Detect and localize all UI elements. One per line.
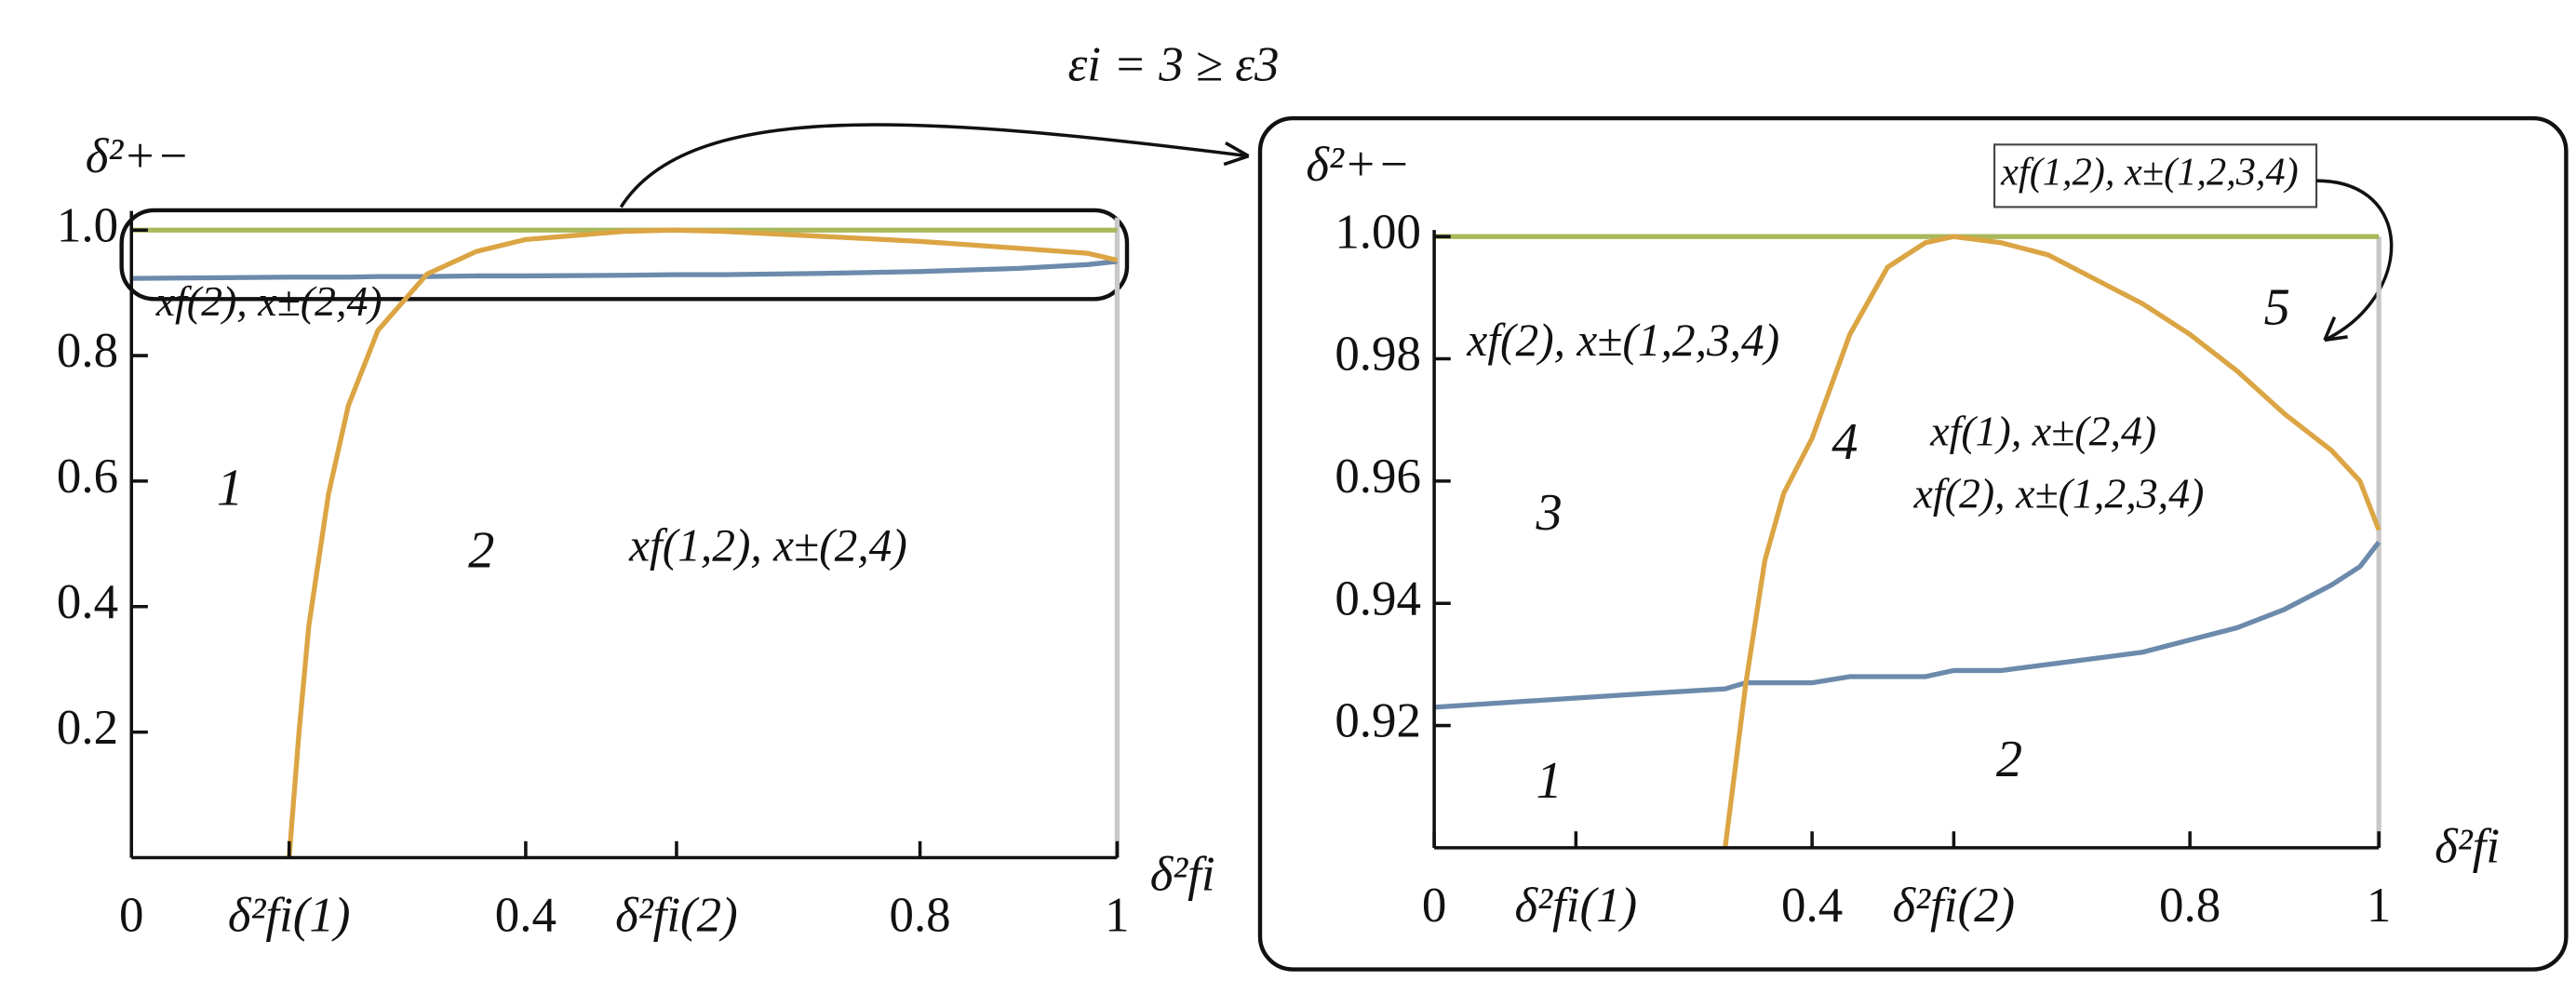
y-axis-label: δ²+− — [1306, 138, 1410, 192]
x-tick-label: 0.8 — [2159, 879, 2220, 933]
region-arrow — [2316, 179, 2394, 342]
y-tick-label: 0.92 — [1335, 694, 1421, 748]
x-tick-label: δ²fi(2) — [615, 889, 738, 943]
caption: εi = 3 ≥ ε3 — [1067, 37, 1279, 91]
x-tick-label: δ²fi(2) — [1893, 879, 2016, 933]
curve — [1433, 540, 2381, 710]
annotation: xf(2), x±(1,2,3,4) — [1913, 469, 2205, 517]
y-tick-label: 0.2 — [57, 701, 118, 755]
x-tick-label: 0 — [119, 889, 143, 943]
annotation: 1 — [217, 460, 243, 517]
x-tick-label: δ²fi(1) — [228, 889, 351, 943]
label-box — [1993, 143, 2318, 208]
zoom-arrow — [619, 123, 1249, 208]
arrow-head — [2323, 316, 2348, 343]
x-axis-label: δ²fi — [1150, 848, 1215, 902]
x-tick-label: 1 — [1105, 889, 1129, 943]
annotation: xf(2), x±(1,2,3,4) — [1466, 315, 1779, 366]
y-tick-label: 1.0 — [57, 198, 118, 252]
y-tick-label: 1.00 — [1335, 205, 1421, 259]
y-tick-label: 0.94 — [1335, 571, 1421, 625]
x-axis-label: δ²fi — [2435, 820, 2500, 874]
annotation: 1 — [1536, 752, 1563, 810]
y-tick-label: 0.6 — [57, 450, 118, 504]
zoom-frame — [1257, 115, 2569, 972]
annotation: 3 — [1536, 484, 1563, 542]
annotation: 5 — [2264, 278, 2290, 336]
annotation: 2 — [1996, 731, 2022, 788]
annotation: 2 — [468, 522, 494, 580]
y-tick-label: 0.4 — [57, 575, 118, 629]
curve — [287, 227, 1119, 858]
y-tick-label: 0.96 — [1335, 450, 1421, 504]
annotation: xf(1,2), x±(2,4) — [628, 520, 907, 571]
y-tick-label: 0.98 — [1335, 328, 1421, 382]
zoom-region — [119, 208, 1130, 302]
annotation: xf(1), x±(2,4) — [1929, 407, 2156, 454]
x-tick-label: 0 — [1422, 879, 1446, 933]
curve — [1723, 234, 2381, 849]
x-tick-label: 1 — [2367, 879, 2391, 933]
annotation: xf(1,2), x±(1,2,3,4) — [2000, 151, 2299, 195]
x-tick-label: 0.4 — [1781, 879, 1843, 933]
curve — [131, 259, 1118, 281]
y-tick-label: 0.8 — [57, 324, 118, 378]
y-axis-label: δ²+− — [86, 129, 190, 183]
arrow-head — [1223, 141, 1250, 167]
x-tick-label: δ²fi(1) — [1515, 879, 1638, 933]
x-tick-label: 0.4 — [495, 889, 557, 943]
x-tick-label: 0.8 — [889, 889, 950, 943]
annotation: xf(2), x±(2,4) — [155, 277, 382, 325]
annotation: 4 — [1831, 413, 1858, 471]
